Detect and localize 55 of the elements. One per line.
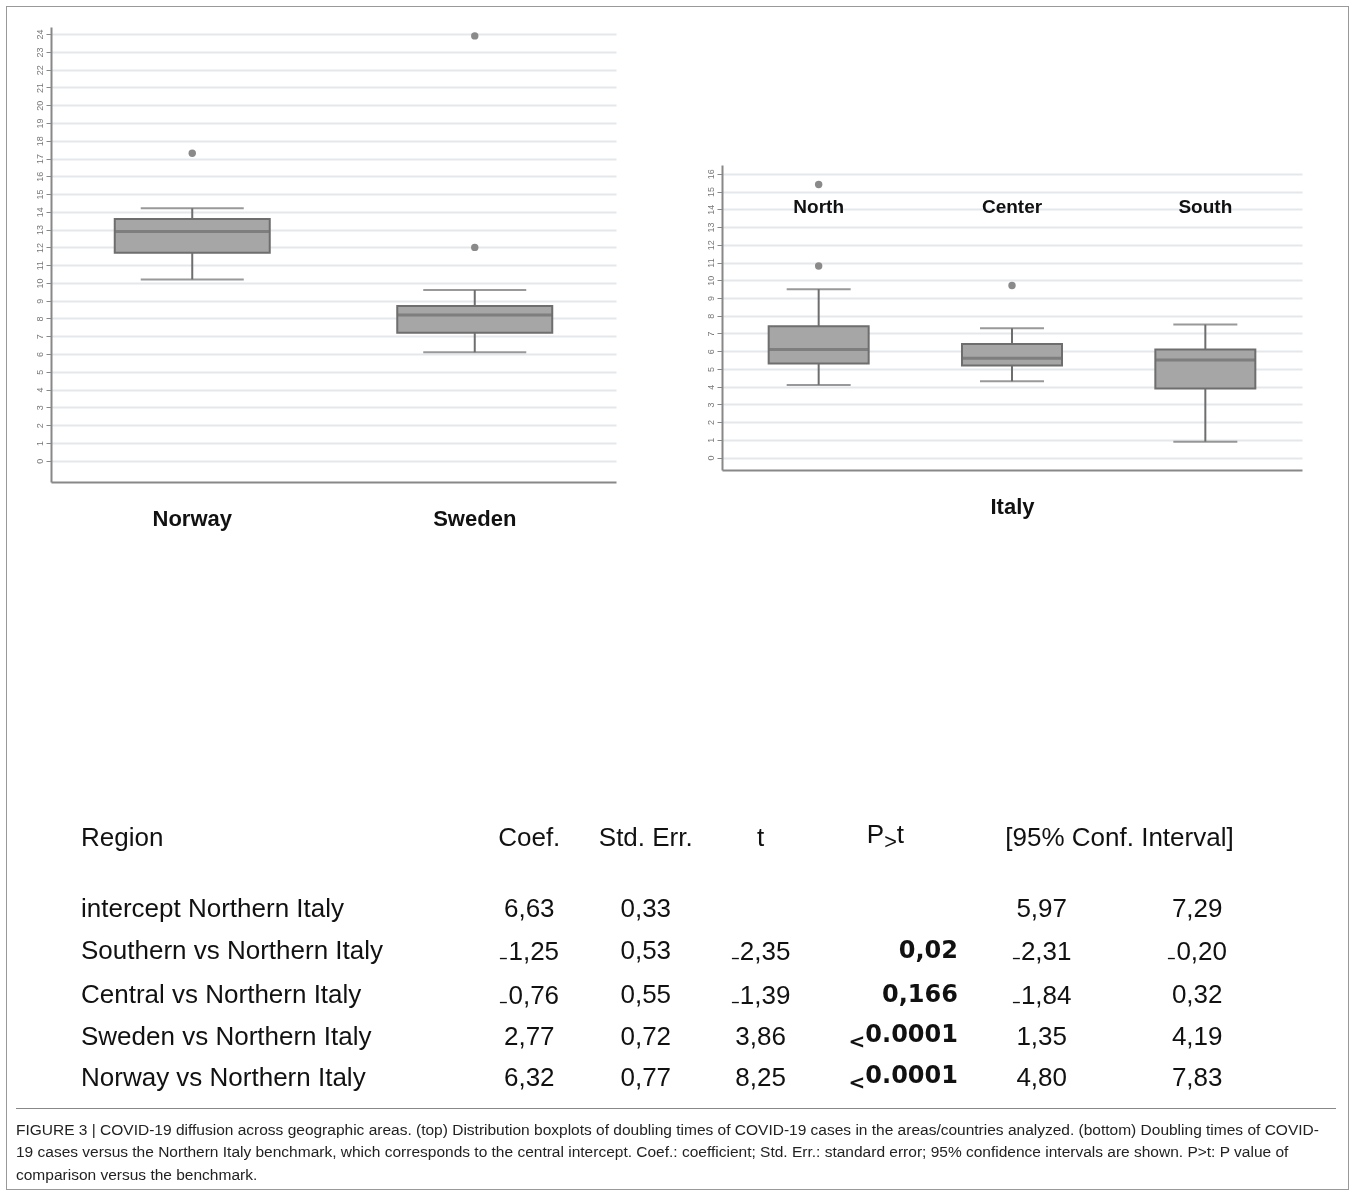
y-tick-label: 11 [34,260,45,271]
text: Central vs Northern Italy ₋0,76 0,55 ₋1,39 0,166 ₋1,84 0,32 [81,978,1223,1011]
y-tick-label: 2 [34,423,45,429]
x-axis-title: Italy [990,493,1036,519]
y-tick-label: 24 [34,29,45,40]
y-tick-label: 13 [705,222,716,233]
y-tick-label: 10 [34,278,45,289]
y-tick-label: 9 [705,295,716,301]
y-tick-label: 8 [705,313,716,319]
text: Region Coef. Std. Err. t P$_{>}$t [95% Conf. Interval] [81,819,1234,855]
y-tick-label: 7 [705,331,716,337]
y-tick-label: 16 [34,171,45,182]
category-label: Center [981,196,1043,217]
y-tick-label: 3 [34,405,45,411]
y-tick-label: 9 [34,298,45,304]
y-tick-label: 15 [705,187,716,198]
y-tick-label: 11 [705,258,716,268]
y-tick-label: 6 [705,349,716,355]
text: Norway vs Northern Italy 6,32 0,77 8,25 $_{<}$0.0001 4,80 7,83 [81,1060,1223,1094]
y-tick-label: 7 [34,334,45,340]
y-tick-label: 23 [34,47,45,58]
text: Sweden vs Northern Italy 2,77 0,72 3,86 $_{<}$0.0001 1,35 4,19 [81,1020,1223,1053]
y-tick-label: 8 [34,316,45,322]
y-tick-label: 22 [34,65,45,76]
y-tick-label: 4 [34,387,45,393]
y-tick-label: 17 [34,154,45,165]
y-tick-label: 14 [705,204,716,215]
y-tick-label: 10 [705,275,716,286]
text: intercept Northern Italy 6,63 0,33 5,97 7,29 [81,893,1223,924]
y-tick-label: 4 [705,384,716,390]
y-tick-label: 5 [705,366,716,372]
y-tick-label: 12 [705,240,716,251]
y-tick-label: 13 [34,225,45,236]
y-tick-label: 2 [705,420,716,426]
y-tick-label: 3 [705,402,716,408]
text: Southern vs Northern Italy ₋1,25 0,53 ₋2,35 0,02 ₋2,31 ₋0,20 [81,934,1228,967]
y-tick-label: 19 [34,118,45,129]
y-tick-label: 20 [34,100,45,111]
y-tick-label: 12 [34,242,45,253]
y-tick-label: 0 [34,458,45,464]
x-tick-label: Norway [152,505,233,531]
caption: FIGURE 3 | COVID-19 diffusion across geographic areas. (top) Distribution boxplots of doubling times of COVID-19 cases in the areas/countries analyzed. (bottom) Doubling times of COVID-19 cases versus the Northern Italy benchmark, which corresponds to the central intercept. Coef.: coefficient; Std. Err.: standard error; 95% confidence intervals are shown. P>t: P value of comparison versus the benchmark. [16,1108,1336,1187]
y-tick-label: 21 [34,82,45,93]
category-label: North [793,196,844,217]
y-tick-label: 18 [34,136,45,147]
y-tick-label: 15 [34,189,45,200]
x-tick-label: Sweden [433,505,517,531]
category-label: South [1178,196,1233,217]
y-tick-label: 1 [34,440,45,446]
y-tick-label: 14 [34,207,45,218]
y-tick-label: 6 [34,352,45,358]
y-tick-label: 5 [34,369,45,375]
y-tick-label: 0 [705,455,716,461]
y-tick-label: 16 [705,169,716,180]
y-tick-label: 1 [705,437,716,443]
